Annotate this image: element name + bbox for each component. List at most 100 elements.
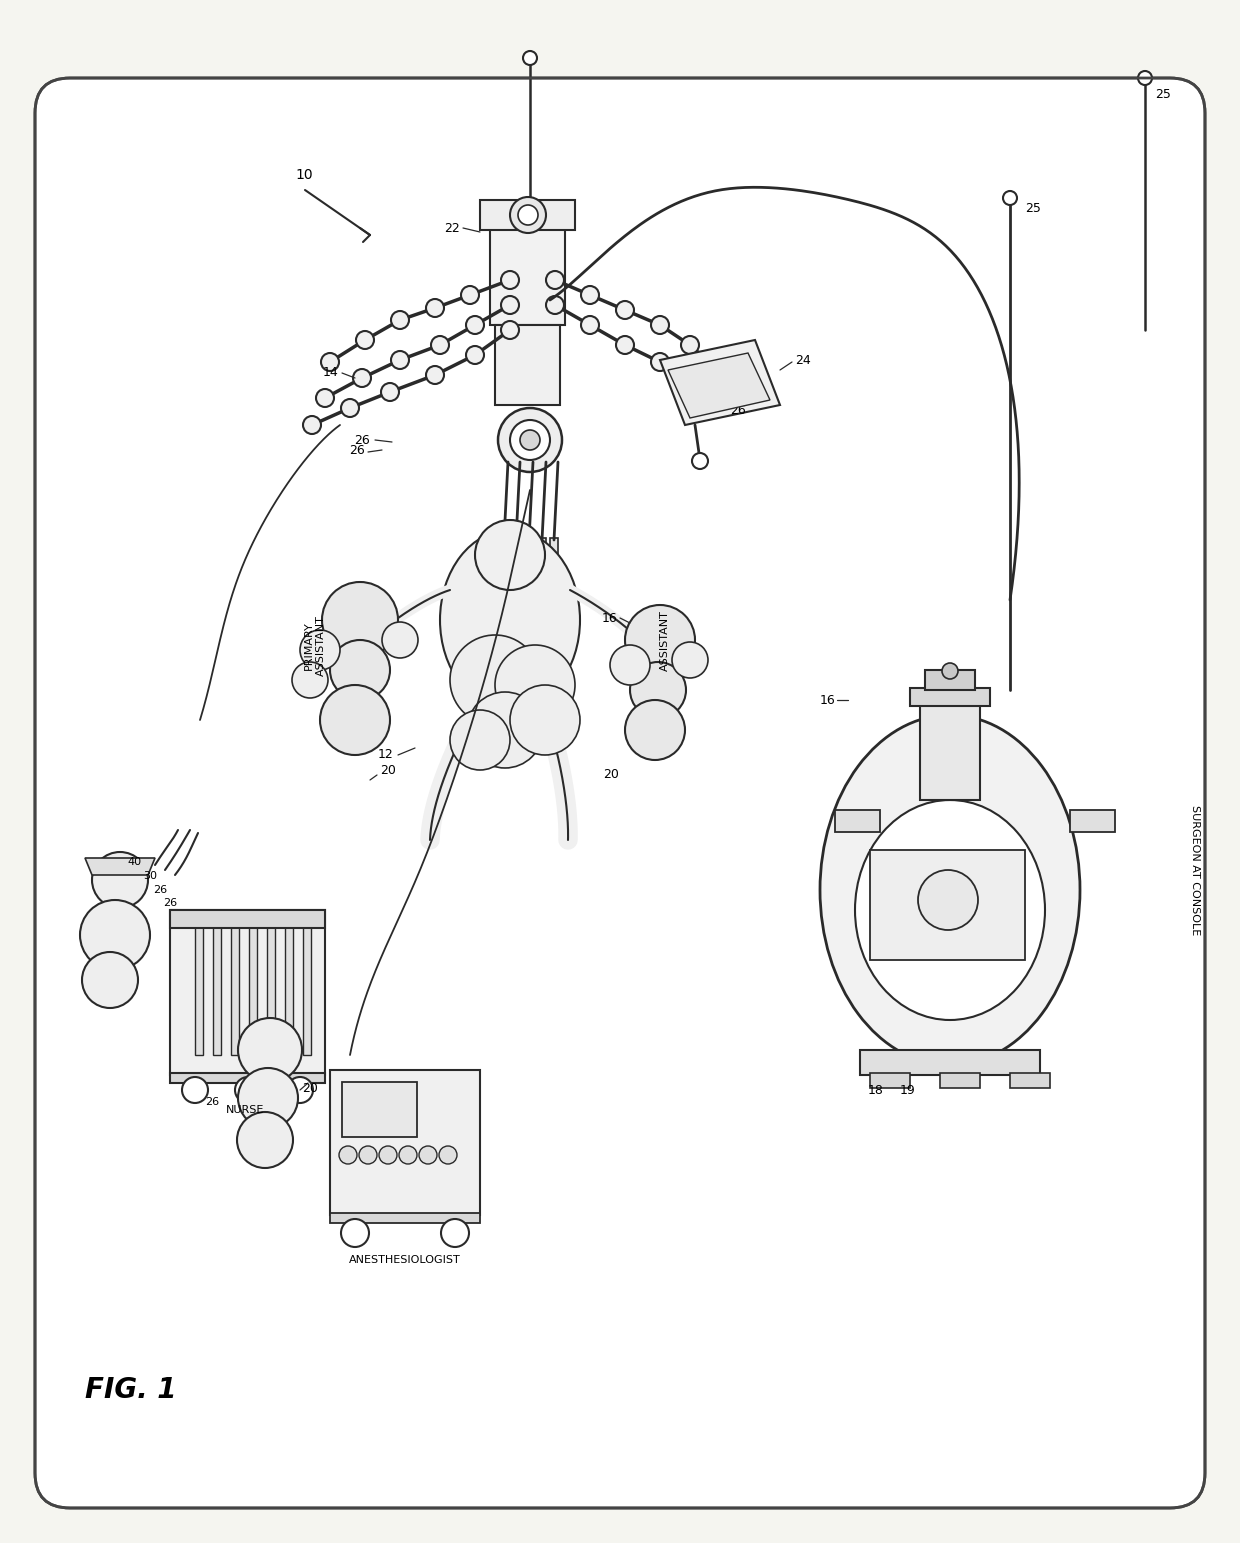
Circle shape <box>81 900 150 971</box>
Text: 26: 26 <box>162 898 177 907</box>
Polygon shape <box>86 858 155 875</box>
Circle shape <box>238 1068 298 1128</box>
Circle shape <box>353 369 371 387</box>
Circle shape <box>610 645 650 685</box>
Circle shape <box>92 852 148 907</box>
Circle shape <box>341 400 360 417</box>
Circle shape <box>681 370 699 389</box>
Circle shape <box>419 1146 436 1163</box>
Circle shape <box>475 520 546 589</box>
Bar <box>1070 810 1115 832</box>
Circle shape <box>501 321 520 339</box>
Circle shape <box>672 642 708 677</box>
Bar <box>525 539 533 555</box>
Text: 26: 26 <box>355 434 370 446</box>
Circle shape <box>706 360 724 376</box>
Text: 14: 14 <box>322 367 339 380</box>
Circle shape <box>501 272 520 289</box>
Circle shape <box>360 1146 377 1163</box>
Bar <box>500 539 508 555</box>
Text: SURGEON AT CONSOLE: SURGEON AT CONSOLE <box>1190 805 1200 935</box>
Circle shape <box>582 316 599 333</box>
Circle shape <box>495 645 575 725</box>
Bar <box>835 810 880 832</box>
Text: ANESTHESIOLOGIST: ANESTHESIOLOGIST <box>350 1254 461 1265</box>
Circle shape <box>321 353 339 370</box>
Text: FIG. 1: FIG. 1 <box>86 1376 176 1404</box>
Circle shape <box>616 301 634 319</box>
Circle shape <box>237 1113 293 1168</box>
Polygon shape <box>668 353 770 418</box>
Circle shape <box>498 407 562 472</box>
Circle shape <box>616 336 634 353</box>
Circle shape <box>316 389 334 407</box>
Bar <box>1011 1072 1050 1088</box>
Circle shape <box>286 1077 312 1103</box>
Circle shape <box>432 336 449 353</box>
Text: 20: 20 <box>603 768 619 781</box>
Circle shape <box>236 1077 260 1103</box>
Circle shape <box>625 701 684 761</box>
Circle shape <box>341 1219 370 1247</box>
Circle shape <box>706 389 724 407</box>
Bar <box>170 910 325 1075</box>
Circle shape <box>399 1146 417 1163</box>
Circle shape <box>523 51 537 65</box>
Text: 26: 26 <box>205 1097 219 1106</box>
Circle shape <box>1138 71 1152 85</box>
Text: 19: 19 <box>900 1083 916 1097</box>
Text: NURSE: NURSE <box>226 1105 264 1116</box>
Bar <box>940 1072 980 1088</box>
Bar <box>170 1072 325 1083</box>
Circle shape <box>582 285 599 304</box>
Circle shape <box>382 622 418 657</box>
Circle shape <box>510 685 580 755</box>
Circle shape <box>427 299 444 316</box>
Bar <box>342 1082 417 1137</box>
Circle shape <box>630 662 686 717</box>
Text: 24: 24 <box>795 353 811 367</box>
Bar <box>330 1069 480 1214</box>
Circle shape <box>379 1146 397 1163</box>
Bar <box>925 670 975 690</box>
Bar <box>512 539 520 555</box>
Text: 26: 26 <box>153 886 167 895</box>
Ellipse shape <box>440 529 580 710</box>
Circle shape <box>322 582 398 657</box>
Circle shape <box>300 630 340 670</box>
Text: 30: 30 <box>143 870 157 881</box>
Circle shape <box>692 454 708 469</box>
Text: PRIMARY
ASSISTANT: PRIMARY ASSISTANT <box>304 616 326 676</box>
Bar <box>910 688 990 707</box>
Circle shape <box>320 685 391 755</box>
Circle shape <box>942 663 959 679</box>
Circle shape <box>461 285 479 304</box>
Circle shape <box>238 1018 303 1082</box>
Bar <box>303 915 311 1055</box>
Bar <box>267 915 275 1055</box>
Bar <box>480 201 575 230</box>
Bar <box>195 915 203 1055</box>
Circle shape <box>520 430 539 451</box>
Bar <box>285 915 293 1055</box>
Text: 22: 22 <box>444 222 460 235</box>
Text: 20: 20 <box>303 1082 317 1094</box>
Text: 40: 40 <box>128 856 143 867</box>
Bar <box>551 539 558 555</box>
Circle shape <box>339 1146 357 1163</box>
Circle shape <box>381 383 399 401</box>
Circle shape <box>439 1146 458 1163</box>
Circle shape <box>182 1077 208 1103</box>
Bar <box>231 915 239 1055</box>
Circle shape <box>427 366 444 384</box>
Circle shape <box>391 312 409 329</box>
FancyBboxPatch shape <box>35 79 1205 1508</box>
Text: ASSISTANT: ASSISTANT <box>660 609 670 671</box>
Text: 26: 26 <box>350 443 365 457</box>
Circle shape <box>466 316 484 333</box>
Circle shape <box>546 296 564 313</box>
Ellipse shape <box>820 714 1080 1065</box>
Circle shape <box>1003 191 1017 205</box>
Text: 25: 25 <box>1025 202 1040 214</box>
Text: 16: 16 <box>820 693 835 707</box>
